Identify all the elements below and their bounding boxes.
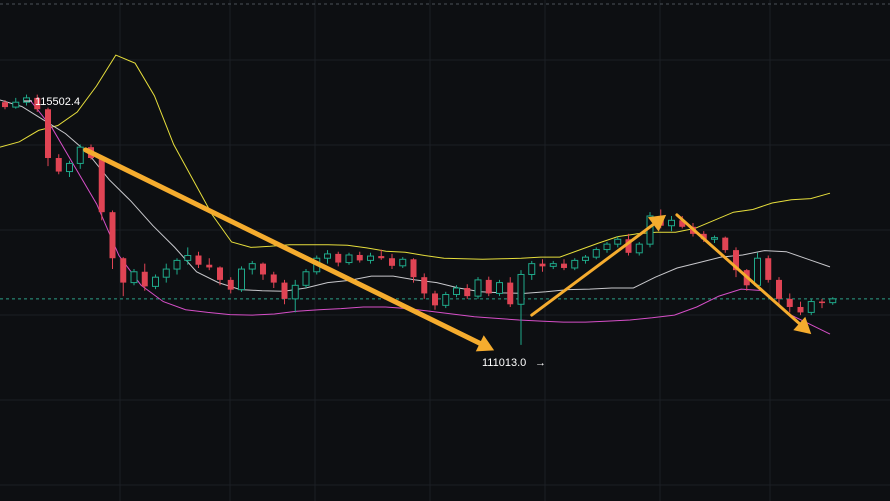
candle-body-up (23, 97, 30, 103)
high-price-label: 115502.4 (35, 96, 80, 108)
candle-body-up (162, 268, 170, 278)
candle-body-up (442, 294, 450, 306)
candle-body-up (807, 301, 815, 313)
candle-body-down (485, 279, 492, 294)
second-downtrend-arrow-head (793, 316, 812, 335)
candle-body-down (819, 301, 825, 304)
candle-body-down (432, 293, 438, 306)
candle-body-up (496, 282, 503, 294)
candle-body-up (635, 243, 643, 254)
candle-body-down (335, 253, 342, 263)
low-price-arrow-icon: → (535, 357, 546, 369)
candle-body-down (356, 254, 363, 261)
candle-body-down (464, 288, 471, 297)
candle-body-down (410, 259, 417, 278)
candle-body-up (345, 254, 353, 264)
candle-body-down (507, 282, 514, 305)
candle-body-down (625, 239, 632, 253)
candle-body-up (528, 263, 536, 275)
lower-band-line (29, 99, 831, 335)
candle-body-down (227, 279, 234, 290)
candle-body-up (367, 255, 374, 261)
candle-body-up (173, 259, 181, 270)
candle-body-up (571, 259, 579, 269)
candle-body-down (34, 97, 41, 110)
candle-body-up (184, 255, 192, 261)
candle-body-up (399, 258, 407, 267)
candle-body-up (302, 271, 310, 286)
candle-body-up (517, 273, 525, 305)
candle-body-up (291, 284, 299, 300)
candle-body-down (270, 274, 277, 283)
candle-body-up (668, 219, 675, 227)
candle-body-down (679, 220, 686, 227)
high-annotation: 115502.4 (24, 96, 80, 108)
candle-body-up (76, 146, 84, 164)
candle-body-down (786, 298, 793, 307)
candle-body-up (152, 276, 159, 287)
candle-body-up (248, 263, 256, 270)
candle-body-down (797, 306, 804, 313)
downtrend-arrow-shaft (83, 147, 483, 346)
candle-body-up (582, 256, 589, 261)
candle-body-up (324, 253, 331, 259)
low-annotation: 111013.0 → (482, 357, 546, 369)
candle-body-down (195, 255, 202, 265)
candle-body-down (2, 102, 8, 108)
uptrend-arrow-shaft (530, 222, 655, 317)
candle-body-down (421, 277, 428, 294)
candle-body-down (141, 271, 148, 287)
middle-band-line (0, 99, 831, 294)
candle-body-up (12, 101, 20, 108)
second-downtrend-arrow-shaft (675, 213, 801, 325)
candle-body-up (592, 249, 600, 258)
candle-body-up (474, 279, 482, 297)
candle-body-down (109, 212, 116, 259)
downtrend-arrow-head (475, 335, 495, 352)
candle-body-down (55, 158, 62, 172)
candle-body-down (120, 258, 127, 283)
candle-body-down (722, 237, 729, 251)
candle-body-down (45, 109, 51, 159)
candle-body-down (539, 263, 546, 267)
candle-body-up (754, 257, 761, 286)
candle-body-down (281, 282, 288, 299)
candle-body-down (733, 250, 739, 271)
candle-body-down (378, 256, 385, 259)
candle-body-down (389, 258, 395, 266)
candle-body-down (765, 258, 772, 280)
candle-body-up (603, 243, 611, 251)
candle-body-down (217, 267, 223, 280)
candles (2, 94, 837, 345)
candle-body-up (711, 237, 718, 240)
low-price-label: 111013.0 (482, 357, 526, 369)
candle-body-down (561, 263, 567, 268)
candle-body-down (700, 233, 707, 240)
candle-body-down (776, 279, 782, 299)
uptrend-arrow-head (647, 214, 667, 232)
candle-body-up (238, 268, 245, 291)
trend-arrows (83, 147, 812, 352)
candle-body-down (98, 158, 105, 213)
candle-body-down (206, 264, 213, 268)
candle-body-down (260, 263, 266, 275)
candle-body-up (829, 298, 837, 304)
candle-body-up (549, 263, 557, 267)
candle-body-up (453, 287, 460, 296)
candle-body-up (66, 162, 73, 173)
candle-body-up (614, 238, 622, 245)
candle-body-up (130, 271, 138, 284)
